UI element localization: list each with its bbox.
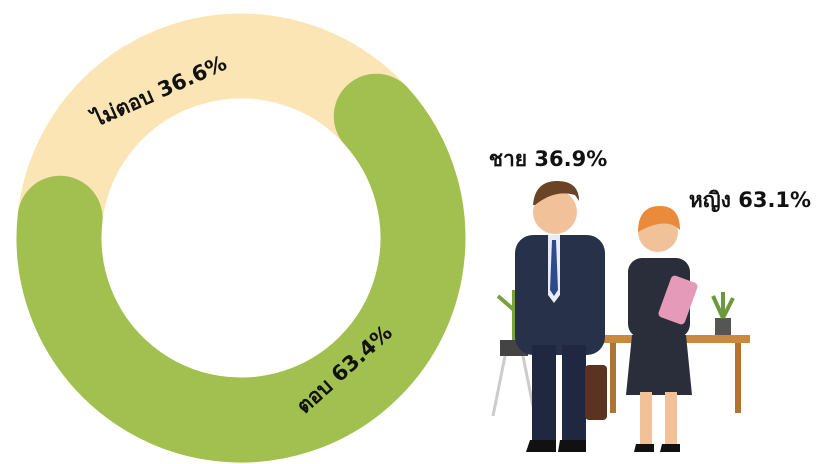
donut: ตอบ 63.4%ไม่ตอบ 36.6% <box>16 13 466 463</box>
donut-segment <box>17 13 408 224</box>
category: ชาย <box>489 147 527 171</box>
category: หญิง <box>689 188 731 213</box>
woman-figure <box>626 206 698 452</box>
man-figure <box>515 181 607 452</box>
women-label: หญิง 63.1% <box>689 188 811 213</box>
men-label: ชาย 36.9% <box>489 147 608 171</box>
value-label: 63.1% <box>738 188 811 212</box>
value-label: 36.9% <box>534 147 607 171</box>
donut-segment <box>16 73 466 463</box>
